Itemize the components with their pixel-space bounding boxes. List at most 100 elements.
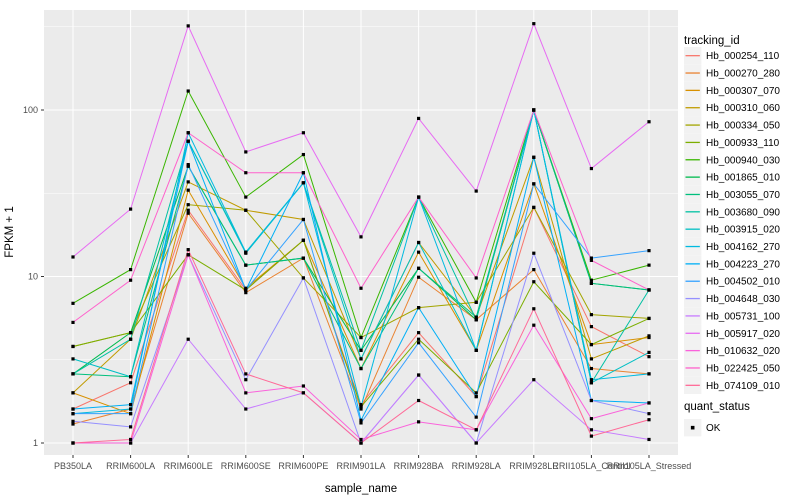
- data-point: [129, 437, 133, 442]
- legend-item-label: Hb_000933_110: [706, 138, 780, 149]
- legend-item: Hb_000334_050: [684, 116, 780, 134]
- data-point: [71, 419, 75, 423]
- data-point: [474, 441, 478, 445]
- data-point: [359, 235, 363, 239]
- data-point: [589, 281, 593, 285]
- legend-item-label: Hb_004502_010: [706, 277, 780, 288]
- data-point: [71, 372, 75, 376]
- data-point: [647, 437, 651, 442]
- legend-item-label: Hb_000310_060: [706, 103, 780, 114]
- data-point: [244, 391, 248, 395]
- data-point: [359, 407, 363, 411]
- data-point: [474, 348, 478, 352]
- data-point: [647, 350, 651, 355]
- data-point: [417, 250, 421, 254]
- legend-item-label: Hb_004223_270: [706, 259, 780, 270]
- data-point: [244, 291, 248, 295]
- legend-item-label: Hb_005917_020: [706, 329, 780, 340]
- data-point: [474, 415, 478, 419]
- data-point: [301, 217, 305, 222]
- data-point: [71, 344, 75, 349]
- data-point: [359, 348, 363, 352]
- data-point: [647, 401, 651, 405]
- legend-item: Hb_010632_020: [684, 341, 780, 360]
- axis-ticks-and-labels: 1 10 100 PB350LA RRIM600LA RRIM600LE RRIM600SE…: [23, 105, 691, 471]
- data-point: [244, 171, 248, 175]
- data-point: [474, 318, 478, 322]
- legend-item-label: Hb_000254_110: [706, 51, 780, 62]
- legend-item-label: Hb_003680_090: [706, 207, 780, 218]
- data-point: [532, 205, 536, 210]
- data-point: [71, 412, 75, 416]
- data-point: [417, 331, 421, 335]
- data-point: [129, 331, 133, 335]
- data-point: [301, 391, 305, 395]
- data-point: [244, 263, 248, 267]
- data-point: [589, 434, 593, 438]
- data-point: [359, 403, 363, 407]
- data-point: [417, 195, 421, 199]
- legend-item-label: Hb_003915_020: [706, 225, 780, 236]
- data-point: [589, 313, 593, 317]
- legend-item-label: Hb_022425_050: [706, 363, 780, 374]
- data-point: [589, 366, 593, 371]
- data-point: [186, 203, 190, 207]
- data-point: [186, 162, 190, 167]
- data-point: [589, 378, 593, 382]
- data-point: [532, 268, 536, 272]
- data-point: [589, 398, 593, 403]
- data-point: [129, 375, 133, 379]
- data-point: [129, 337, 133, 341]
- data-point: [532, 307, 536, 311]
- black-square-marker: [690, 425, 695, 430]
- x-tick-label: RRIM600SE: [221, 461, 271, 471]
- data-point: [474, 189, 478, 193]
- data-point: [129, 407, 133, 411]
- data-point: [186, 131, 190, 135]
- data-point: [244, 286, 248, 290]
- x-tick-label: RRIM901LA: [336, 461, 385, 471]
- legend-item: Hb_000270_280: [684, 64, 780, 82]
- data-point: [474, 276, 478, 280]
- data-point: [417, 337, 421, 341]
- data-point: [71, 391, 75, 395]
- data-point: [474, 394, 478, 399]
- data-point: [301, 152, 305, 157]
- legend-item: Hb_000940_030: [684, 151, 780, 169]
- data-point: [417, 240, 421, 245]
- data-point: [647, 288, 651, 292]
- legend-item: Hb_022425_050: [684, 359, 780, 377]
- data-point: [647, 249, 651, 253]
- data-point: [647, 263, 651, 267]
- x-tick-label: RRIM928LE: [509, 461, 558, 471]
- legend-item: Hb_004648_030: [684, 289, 780, 308]
- data-point: [417, 306, 421, 310]
- data-point: [474, 300, 478, 304]
- data-point: [186, 337, 190, 341]
- legend-item-label: Hb_001865_010: [706, 173, 780, 184]
- legend-item-label: Hb_074109_010: [706, 381, 780, 392]
- data-point: [301, 276, 305, 280]
- legend-item: Hb_004223_270: [684, 255, 780, 273]
- x-tick-label: RRIM600LE: [164, 461, 213, 471]
- data-point: [71, 422, 75, 426]
- legend-item: Hb_003055_070: [684, 185, 780, 204]
- legend-item-label: Hb_003055_070: [706, 190, 780, 201]
- data-point: [589, 357, 593, 361]
- data-point: [359, 437, 363, 442]
- data-point: [532, 155, 536, 159]
- y-tick-label: 100: [23, 105, 38, 115]
- data-point: [417, 398, 421, 403]
- data-point: [186, 180, 190, 184]
- legend-item: Hb_005917_020: [684, 324, 780, 342]
- data-point: [244, 195, 248, 199]
- data-point: [589, 258, 593, 262]
- data-point: [647, 334, 651, 338]
- data-point: [244, 250, 248, 254]
- data-point: [359, 335, 363, 340]
- data-point: [359, 286, 363, 290]
- data-point: [417, 266, 421, 270]
- data-point: [129, 268, 133, 272]
- data-point: [589, 256, 593, 260]
- data-point: [244, 150, 248, 154]
